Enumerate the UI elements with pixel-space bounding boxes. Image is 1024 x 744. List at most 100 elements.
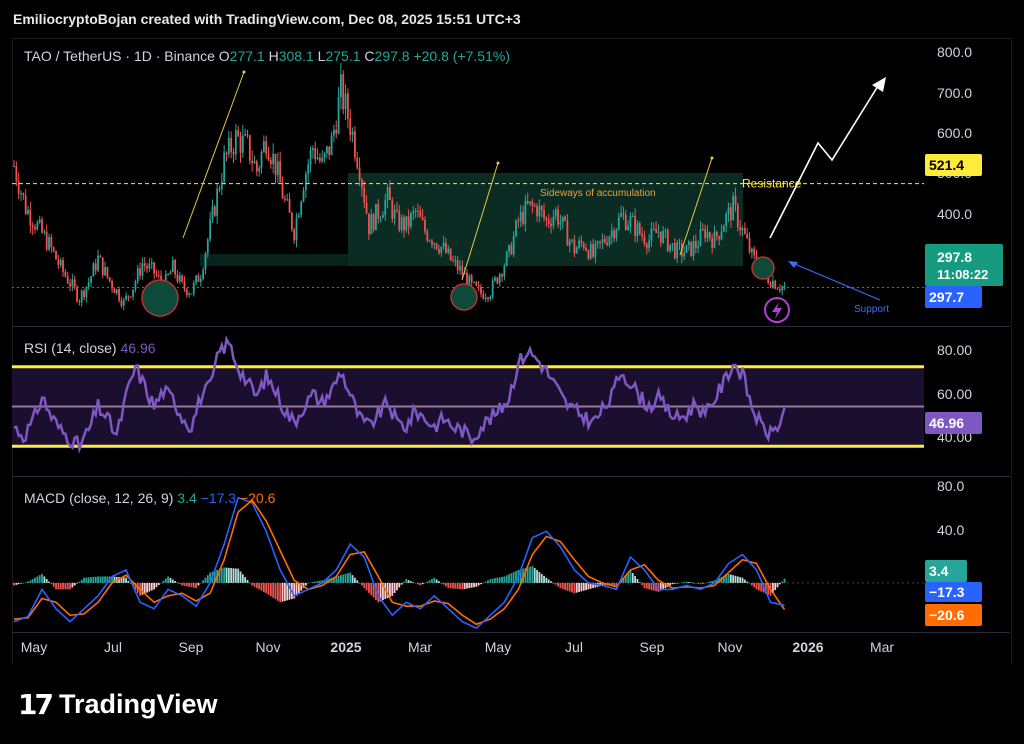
candle-body [372,214,375,231]
macd-histogram-bar [491,578,494,583]
chart-frame[interactable] [12,38,1012,666]
candle-body [290,212,293,230]
candle-body [778,288,781,291]
candle-body [328,146,331,155]
candle-body [330,135,333,155]
candle-body [190,293,193,295]
macd-histogram-bar [239,571,242,583]
macd-histogram-bar [230,568,233,583]
macd-histogram-bar [454,582,457,589]
macd-histogram-bar [22,582,25,584]
candle-body [587,250,590,259]
candle-body [24,195,27,214]
macd-histogram-bar [92,576,95,583]
macd-histogram-bar [571,582,573,593]
candle-body [463,272,466,275]
candle-body [195,275,198,283]
candle-body [276,161,279,176]
macd-histogram-bar [213,570,216,583]
macd-histogram-bar [272,582,275,598]
candle-body [573,239,576,254]
macd-histogram-bar [391,582,394,596]
macd-histogram-bar [480,582,482,585]
candle-body [459,265,461,271]
candle-body [377,204,380,219]
macd-histogram-bar [340,575,342,583]
candle-body [20,193,22,195]
candle-body [332,129,335,136]
symbol-title: TAO / TetherUS · 1D · Binance [24,48,219,64]
macd-histogram-bar [463,582,466,589]
macd-histogram-bar [601,582,604,586]
candle-body [337,97,340,134]
macd-histogram-bar [190,582,193,588]
candle-body [519,211,522,222]
macd-histogram-bar [185,582,188,587]
candle-body [122,299,125,306]
candle-body [641,233,644,237]
macd-histogram-bar [781,581,784,583]
macd-histogram-bar [715,579,718,583]
macd-histogram-bar [475,582,478,587]
macd-histogram-bar [41,573,43,583]
macd-histogram-bar [638,582,641,583]
candle-body [192,282,195,294]
tradingview-chart[interactable]: Resistance Sideways of accumulation Suppor… [0,0,1024,664]
candle-body [461,265,464,275]
candle-body [456,260,459,271]
macd-histogram-bar [629,570,632,583]
support-bottom-circle [141,279,179,317]
macd-histogram-bar [148,582,151,592]
macd-histogram-bar [704,582,707,584]
candle-body [370,214,373,235]
candle-body [347,93,349,119]
macd-histogram-bar [687,582,690,583]
candle-body [473,281,475,283]
macd-histogram-bar [760,582,763,592]
candle-body [410,213,412,227]
candle-body [629,216,632,226]
candle-body [498,274,501,284]
ohlc-low: 275.1 [325,48,364,64]
macd-histogram-bar [382,582,384,601]
macd-histogram-bar [99,576,102,583]
macd-tick-label: 80.0 [937,478,964,494]
macd-histogram-bar [643,582,646,589]
candle-body [739,227,742,231]
macd-histogram-bar [281,582,284,602]
candle-body [692,241,695,256]
macd-histogram-bar [354,577,356,583]
candle-body [50,237,53,248]
macd-histogram-bar [347,573,349,583]
macd-histogram-bar [736,576,739,583]
candle-body [314,148,317,160]
macd-histogram-bar [755,582,758,590]
candle-body [384,200,387,216]
candle-body [361,179,363,188]
macd-histogram-bar [585,582,587,591]
candle-body [713,231,716,248]
price-tick-label: 700.0 [937,85,972,101]
candle-body [704,229,707,239]
candle-body [17,181,20,194]
candle-body [666,229,669,252]
candle-body [596,241,599,244]
macd-histogram-bar [526,567,529,583]
candle-body [108,277,111,281]
macd-histogram-bar [57,582,60,590]
candle-body [711,238,714,248]
candle-body [318,157,321,162]
macd-histogram-bar [403,581,405,583]
macd-histogram-bar [356,580,359,583]
candle-body [545,217,548,220]
macd-histogram-bar [234,568,237,583]
candle-body [687,241,690,245]
candle-body [533,205,536,207]
candle-body [750,248,753,253]
macd-histogram-bar [85,577,88,583]
macd-histogram-bar [426,581,429,583]
candlestick-series [13,63,786,311]
macd-signal-line [13,499,786,626]
macd-histogram-bar [104,576,106,583]
macd-histogram-bar [309,582,312,583]
